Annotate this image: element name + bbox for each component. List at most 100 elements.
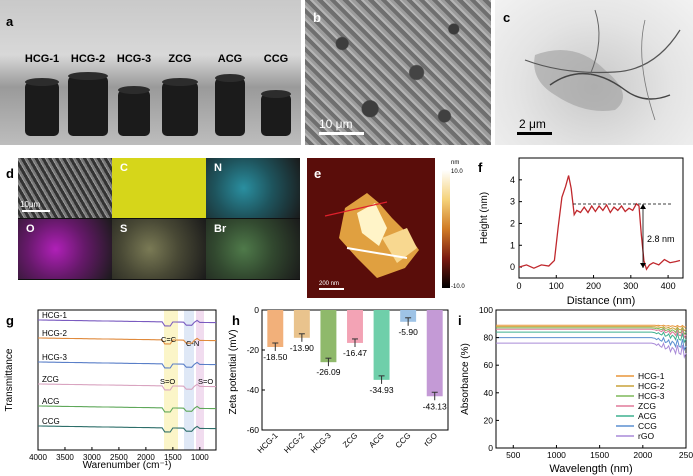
series-label: ACG: [42, 397, 59, 406]
x-tick-label: 1000: [191, 453, 209, 462]
x-tick-label: 3000: [83, 453, 101, 462]
bar-ccg: [400, 310, 417, 322]
element-map-br: Br: [206, 219, 300, 279]
annot-so-2: S=O: [198, 377, 213, 386]
element-map-label: O: [26, 223, 35, 235]
series-line-hcg-2: [496, 325, 687, 332]
colorbar-top: 10.0: [451, 169, 463, 175]
y-tick-label: 20: [484, 415, 494, 425]
ylabel-f: Height (nm): [479, 192, 490, 244]
scale-text-c: 2 μm: [519, 117, 546, 131]
x-tick-label: 250: [679, 450, 693, 460]
bar-zcg: [347, 310, 363, 343]
annotation-height: 2.8 nm: [647, 234, 675, 244]
panel-d-eds: 10μm C N O S Br: [18, 158, 300, 280]
plot-frame-g: [37, 309, 217, 451]
xlabel-g: Warenumber (cm⁻¹): [83, 460, 172, 471]
sample-label: ZCG: [168, 53, 191, 65]
series-line-hcg-1: [496, 324, 687, 328]
series-line-height: [518, 175, 681, 271]
panel-label-g: g: [6, 313, 14, 328]
y-tick-label: 3: [510, 197, 515, 207]
zeta-chart: -18.50 HCG-1 -13.90 HCG-2 -26.09 HCG-3 -16.47 Z…: [228, 306, 449, 455]
tem-sheet: [524, 9, 681, 121]
scale-bar-b: [319, 132, 364, 135]
series-line-hcg-2: [38, 337, 216, 345]
xlabel-i: Wavelength (nm): [549, 463, 632, 475]
series-label: HCG-1: [42, 311, 67, 320]
x-tick-label: 4000: [29, 453, 47, 462]
series-label: CCG: [42, 417, 60, 426]
y-tick-label: 80: [484, 333, 494, 343]
y-tick-label: -40: [247, 385, 260, 395]
legend-label: HCG-3: [638, 391, 665, 401]
category-label: HCG-2: [282, 431, 306, 455]
bar-value-label: -16.47: [343, 348, 367, 358]
series-line-hcg-3: [496, 327, 687, 335]
y-tick-label: 0: [510, 262, 515, 272]
element-map-label: S: [120, 223, 128, 235]
sample-label: HCG-2: [71, 53, 105, 65]
y-tick-label: 1: [510, 240, 515, 250]
series-line-ccg: [496, 336, 687, 352]
y-tick-label: 0: [488, 443, 493, 453]
x-tick-label: 2500: [110, 453, 128, 462]
series-line-zcg: [38, 383, 216, 391]
series-line-hcg-3: [38, 361, 216, 369]
series-line-rgo: [496, 341, 687, 360]
ylabel-g: Transmittance: [4, 348, 15, 411]
bar-value-label: -5.90: [398, 327, 418, 337]
sample-block: [215, 78, 245, 136]
scale-text-d: 10μm: [20, 200, 41, 209]
annot-cn: C-N: [186, 339, 199, 348]
annot-cc: C=C: [161, 335, 177, 344]
sample-top: [215, 74, 245, 82]
bar-value-label: -13.90: [290, 343, 314, 353]
plot-frame-i: [495, 309, 687, 449]
element-map-c: C: [112, 158, 206, 218]
band-so: [196, 310, 204, 450]
bar-hcg-3: [320, 310, 337, 363]
annot-so-1: S=O: [160, 377, 175, 386]
scale-text-e: 200 nm: [319, 281, 340, 287]
x-tick-label: 2000: [633, 450, 652, 460]
x-tick-label: 300: [623, 281, 638, 291]
ylabel-i: Absorbance (%): [460, 343, 471, 415]
legend-label: rGO: [638, 431, 654, 441]
panel-e-afm: 200 nm: [307, 158, 435, 298]
element-map-label: N: [214, 162, 222, 174]
bar-value-label: -34.93: [370, 385, 394, 395]
y-tick-label: 100: [479, 306, 493, 315]
x-tick-label: 400: [661, 281, 676, 291]
sample-top: [25, 78, 59, 86]
element-map-o: O: [18, 219, 112, 279]
sem-reference-map: 10μm: [18, 158, 112, 218]
element-map-label: Br: [214, 223, 227, 235]
ftir-chart: HCG-1 HCG-2 HCG-3 ZCG ACG CCG 4000 3500 3000 250…: [4, 309, 217, 471]
panel-label-a: a: [6, 14, 14, 29]
panel-label-b: b: [313, 10, 321, 25]
sample-block: [162, 82, 198, 136]
sample-block: [68, 76, 108, 136]
category-label: ZCG: [341, 431, 359, 449]
afm-colorbar: [442, 170, 450, 288]
legend-label: HCG-1: [638, 371, 665, 381]
sample-label: CCG: [264, 53, 288, 65]
series-line-zcg: [496, 328, 687, 339]
sample-block: [25, 82, 59, 136]
y-tick-label: 0: [254, 306, 259, 315]
colorbar-bottom: -10.0: [451, 284, 465, 290]
sample-label: ACG: [218, 53, 242, 65]
bar-acg: [373, 310, 390, 380]
panel-c-tem: c 2 μm: [495, 0, 693, 145]
series-label: HCG-2: [42, 329, 67, 338]
ylabel-h: Zeta potential (mV): [228, 329, 239, 414]
x-tick-label: 0: [516, 281, 521, 291]
series-label: ZCG: [42, 375, 59, 384]
category-label: rGO: [422, 431, 439, 448]
colorbar-unit: nm: [451, 160, 460, 166]
afm-image: [324, 193, 419, 278]
bar-value-label: -18.50: [263, 352, 287, 362]
bar-hcg-2: [293, 310, 310, 338]
